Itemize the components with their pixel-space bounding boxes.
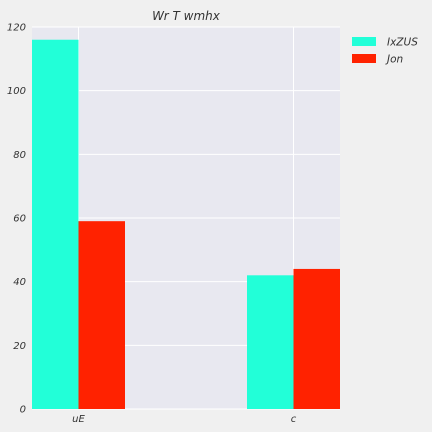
- x-tick-label: uE: [72, 414, 85, 425]
- y-axis-ticks: 0 20 40 60 80 100 120: [7, 23, 26, 416]
- bars: [32, 39, 340, 409]
- x-tick-label: c: [291, 414, 297, 425]
- bar-IxZUS-c: [247, 275, 294, 409]
- legend: IxZUS Jon: [352, 37, 418, 66]
- y-tick-label: 100: [7, 86, 26, 97]
- legend-swatch: [352, 54, 376, 63]
- y-tick-label: 40: [13, 277, 26, 288]
- y-tick-label: 60: [13, 214, 26, 225]
- chart-title: Wr T wmhx: [152, 9, 221, 23]
- y-tick-label: 0: [20, 405, 26, 416]
- legend-label: Jon: [385, 54, 403, 66]
- x-axis-ticks: uE c: [72, 414, 297, 425]
- y-tick-label: 120: [7, 23, 26, 34]
- legend-swatch: [352, 37, 376, 46]
- y-tick-label: 20: [13, 341, 26, 352]
- bar-Jon-uE: [78, 221, 125, 409]
- legend-label: IxZUS: [387, 37, 418, 49]
- bar-IxZUS-uE: [32, 39, 79, 409]
- bar-Jon-c: [293, 268, 340, 409]
- y-tick-label: 80: [13, 150, 26, 161]
